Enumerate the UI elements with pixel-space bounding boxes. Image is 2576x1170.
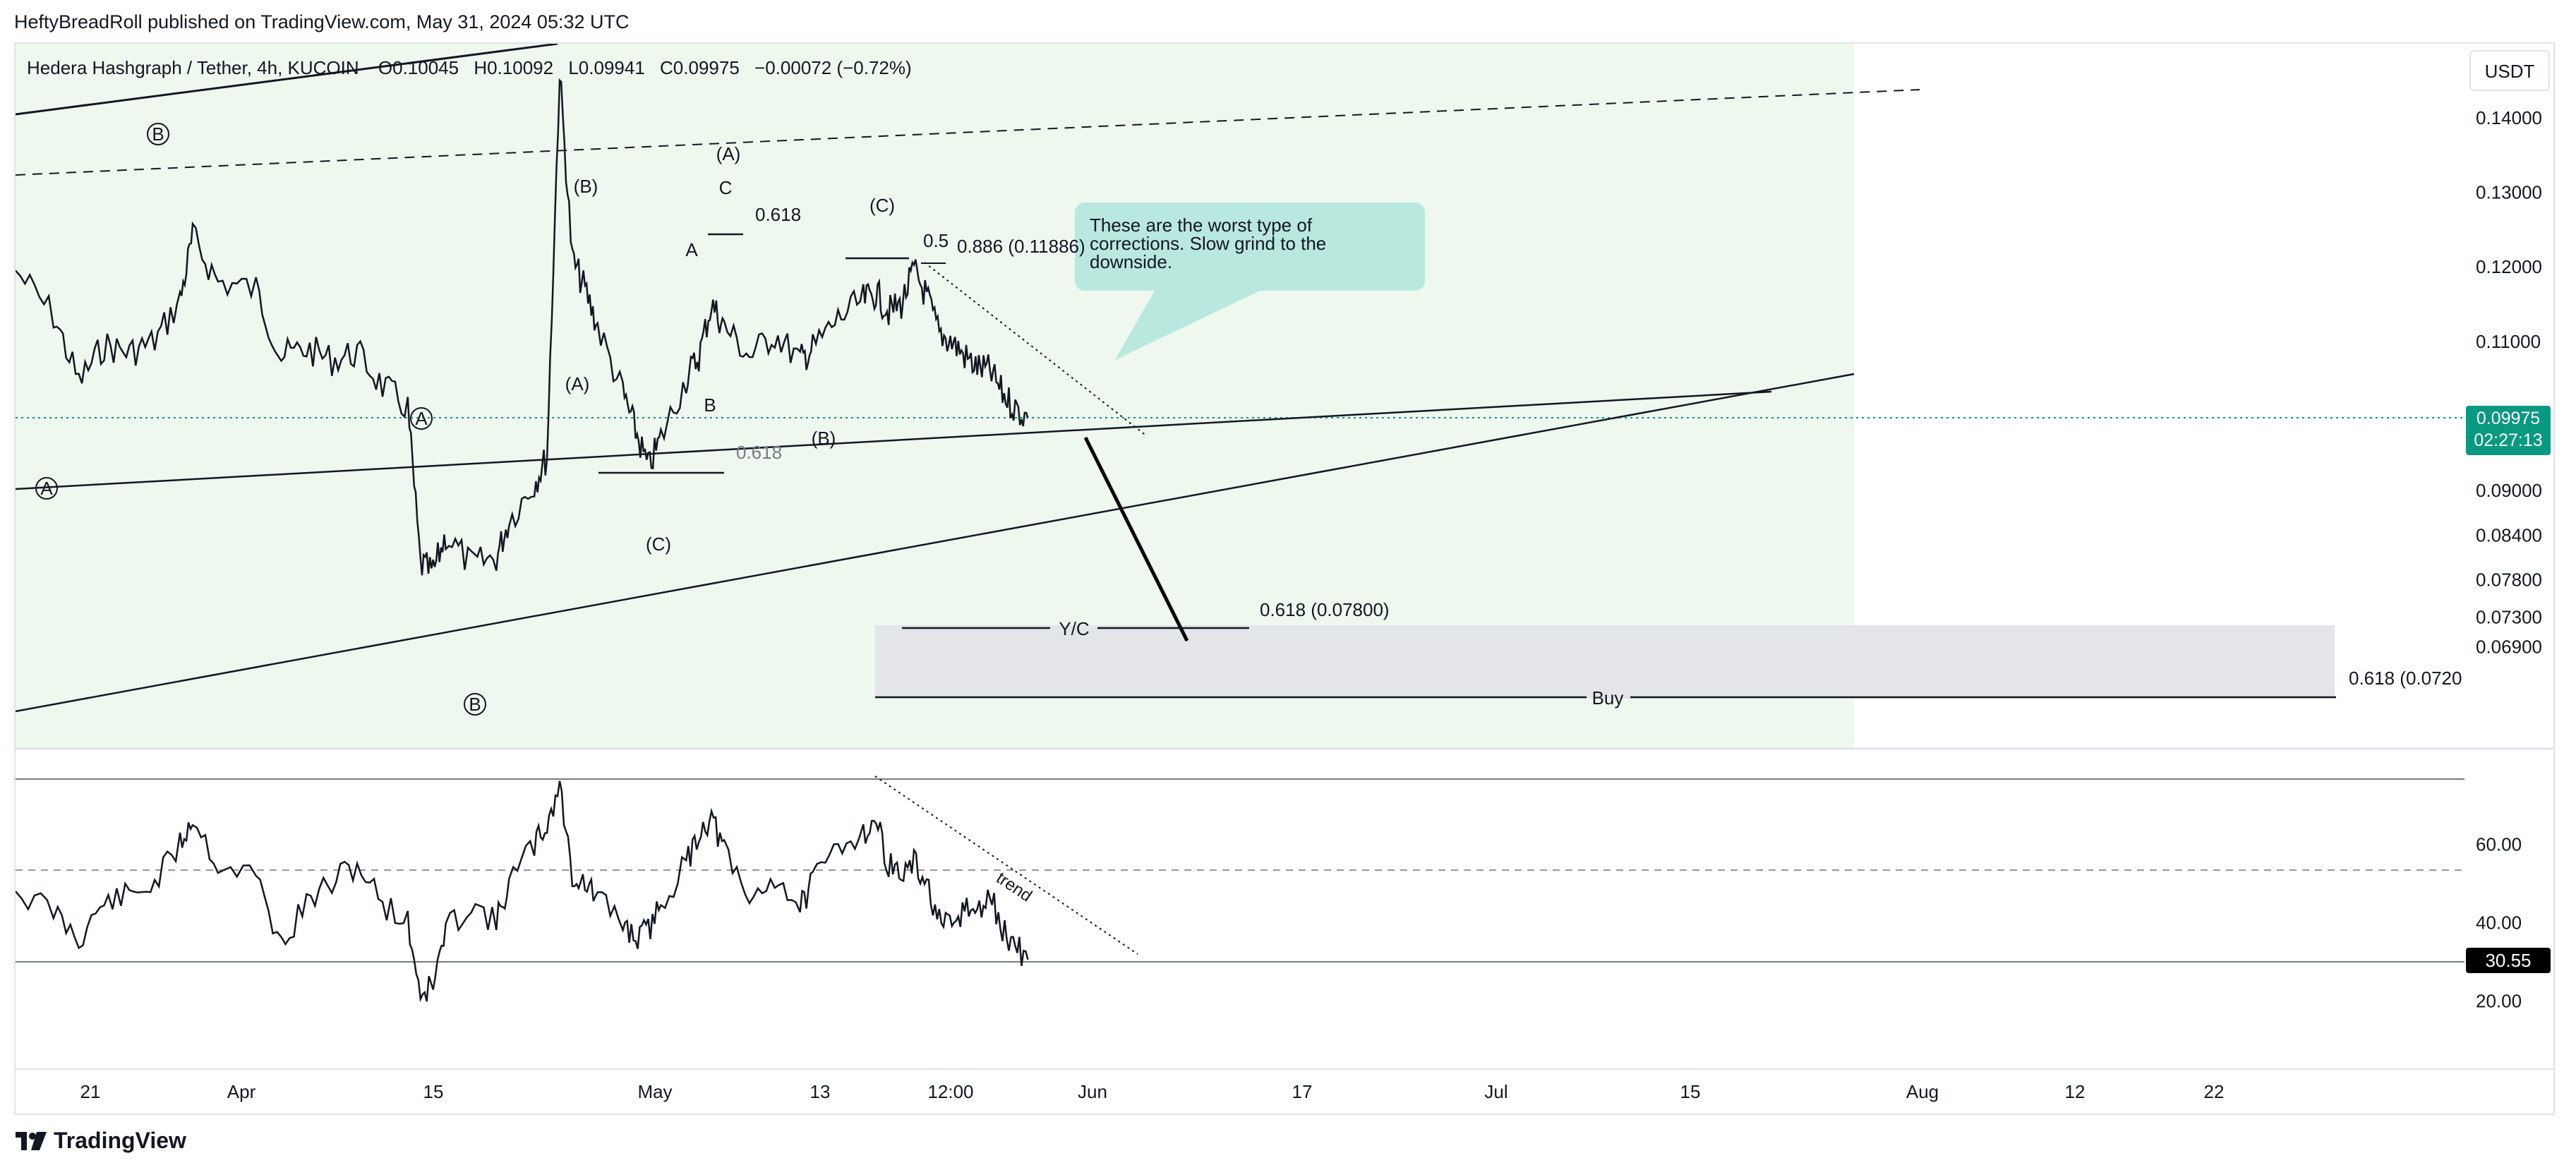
currency-button[interactable] bbox=[2469, 50, 2550, 91]
callout-line-2: corrections. Slow grind to the bbox=[1090, 233, 1326, 254]
middle-support-line bbox=[16, 390, 1772, 490]
wave-b-top: B bbox=[152, 123, 164, 145]
fib-label-top-left: 0.618 bbox=[755, 204, 801, 225]
ohlc-change: −0.00072 (−0.72%) bbox=[754, 57, 912, 78]
price-tick-label: 0.12000 bbox=[2476, 256, 2542, 277]
chart-frame bbox=[14, 42, 2555, 1115]
ohlc-high: H0.10092 bbox=[474, 57, 553, 78]
tradingview-logo-text: TradingView bbox=[54, 1128, 186, 1153]
rsi-tick-label: 20.00 bbox=[2476, 991, 2522, 1012]
callout-pointer bbox=[1115, 286, 1270, 360]
time-tick-label: Jul bbox=[1484, 1081, 1507, 1102]
time-tick-label: Aug bbox=[1906, 1081, 1939, 1102]
projection-line bbox=[1083, 436, 1189, 642]
price-tick-label: 0.09000 bbox=[2476, 480, 2542, 501]
time-tick-label: 17 bbox=[1292, 1081, 1313, 1102]
symbol-header: Hedera Hashgraph / Tether, 4h, KUCOIN O0… bbox=[27, 57, 912, 78]
time-tick-label: 22 bbox=[2204, 1081, 2225, 1102]
time-tick-label: May bbox=[637, 1081, 672, 1102]
wave-circle-a-left bbox=[35, 477, 58, 500]
ohlc-low: L0.09941 bbox=[568, 57, 644, 78]
time-tick-label: 21 bbox=[80, 1081, 101, 1102]
price-series-line bbox=[16, 78, 1029, 576]
ohlc-close: C0.09975 bbox=[660, 57, 740, 78]
rsi-series-line bbox=[16, 780, 1029, 1003]
yc-label: Y/C bbox=[1059, 618, 1089, 639]
callout-line-1: These are the worst type of bbox=[1090, 215, 1313, 236]
rsi-axis: 60.00 40.00 20.00 bbox=[2476, 834, 2522, 1012]
wave-paren-b-mid: (B) bbox=[812, 428, 836, 449]
candle-countdown: 02:27:13 bbox=[2474, 430, 2542, 450]
rsi-tick-label: 60.00 bbox=[2476, 834, 2522, 855]
rsi-value-tag bbox=[2466, 948, 2551, 973]
time-tick-label: Jun bbox=[1078, 1081, 1107, 1102]
wave-b-plain: B bbox=[704, 394, 716, 416]
symbol-name: Hedera Hashgraph / Tether, 4h, KUCOIN bbox=[27, 57, 359, 78]
rsi-last-value: 30.55 bbox=[2485, 950, 2531, 971]
price-tick-label: 0.08400 bbox=[2476, 524, 2542, 545]
lower-wedge-line bbox=[16, 373, 1855, 713]
callout-line-3: downside. bbox=[1090, 251, 1172, 272]
rsi-trend-label: trend bbox=[993, 869, 1035, 906]
time-tick-label: 13 bbox=[810, 1081, 831, 1102]
publisher-line: HeftyBreadRoll published on TradingView.… bbox=[14, 11, 630, 32]
last-price-value: 0.09975 bbox=[2476, 409, 2540, 428]
time-tick-label: Apr bbox=[227, 1081, 256, 1102]
buy-label: Buy bbox=[1592, 687, 1624, 708]
top-channel-line bbox=[16, 44, 558, 116]
wave-a-plain: A bbox=[685, 239, 698, 260]
time-axis: 21 Apr 15 May 13 12:00 Jun 17 Jul 15 Aug 12 22 bbox=[80, 1081, 2225, 1102]
time-tick-label: 12:00 bbox=[927, 1081, 973, 1102]
last-price-tag bbox=[2466, 406, 2551, 455]
wave-paren-c-low: (C) bbox=[646, 533, 671, 555]
buy-zone-box bbox=[875, 625, 2335, 699]
wave-circle-b-top bbox=[147, 123, 169, 145]
fib-label-top-mid: 0.5 bbox=[923, 230, 949, 251]
tradingview-logo[interactable]: TradingView bbox=[16, 1128, 186, 1154]
wave-b-low: B bbox=[469, 694, 481, 715]
fib-label-low: 0.618 bbox=[736, 442, 782, 463]
wave-circle-b-low bbox=[464, 693, 486, 716]
wave-paren-a-low: (A) bbox=[565, 373, 590, 394]
currency-label: USDT bbox=[2485, 61, 2535, 82]
tradingview-logo-icon bbox=[16, 1131, 47, 1150]
price-tick-label: 0.07300 bbox=[2476, 606, 2542, 627]
time-tick-label: 12 bbox=[2065, 1081, 2086, 1102]
down-trend-dotted bbox=[924, 262, 1148, 437]
wave-a-mid: A bbox=[415, 408, 428, 429]
ohlc-open: O0.10045 bbox=[378, 57, 459, 78]
callout-box bbox=[1075, 203, 1425, 291]
rsi-tick-label: 40.00 bbox=[2476, 912, 2522, 934]
trendlines bbox=[16, 44, 1920, 713]
wave-paren-a-top: (A) bbox=[716, 143, 741, 164]
yc-fib-label: 0.618 (0.07800) bbox=[1260, 599, 1390, 620]
wave-paren-b: (B) bbox=[574, 176, 598, 197]
price-axis: 0.14000 0.13000 0.12000 0.11000 0.09000 0.084… bbox=[2476, 107, 2542, 658]
wave-a-left: A bbox=[40, 478, 53, 499]
rsi-trend-dotted bbox=[874, 776, 1138, 955]
upper-dashed-line bbox=[16, 89, 1920, 176]
buy-fib-label: 0.618 (0.0720 bbox=[2349, 668, 2462, 689]
price-tick-label: 0.14000 bbox=[2476, 107, 2542, 128]
fib-label-top-right: 0.886 (0.11886) bbox=[957, 236, 1085, 257]
time-tick-label: 15 bbox=[1680, 1081, 1701, 1102]
time-tick-label: 15 bbox=[423, 1081, 444, 1102]
wave-c-plain: C bbox=[719, 177, 733, 198]
wave-paren-c-top: (C) bbox=[869, 195, 895, 216]
price-tick-label: 0.13000 bbox=[2476, 182, 2542, 203]
price-tick-label: 0.06900 bbox=[2476, 637, 2542, 658]
wave-circle-a-mid bbox=[410, 407, 433, 430]
price-tick-label: 0.11000 bbox=[2476, 331, 2541, 352]
price-tick-label: 0.07800 bbox=[2476, 569, 2542, 591]
